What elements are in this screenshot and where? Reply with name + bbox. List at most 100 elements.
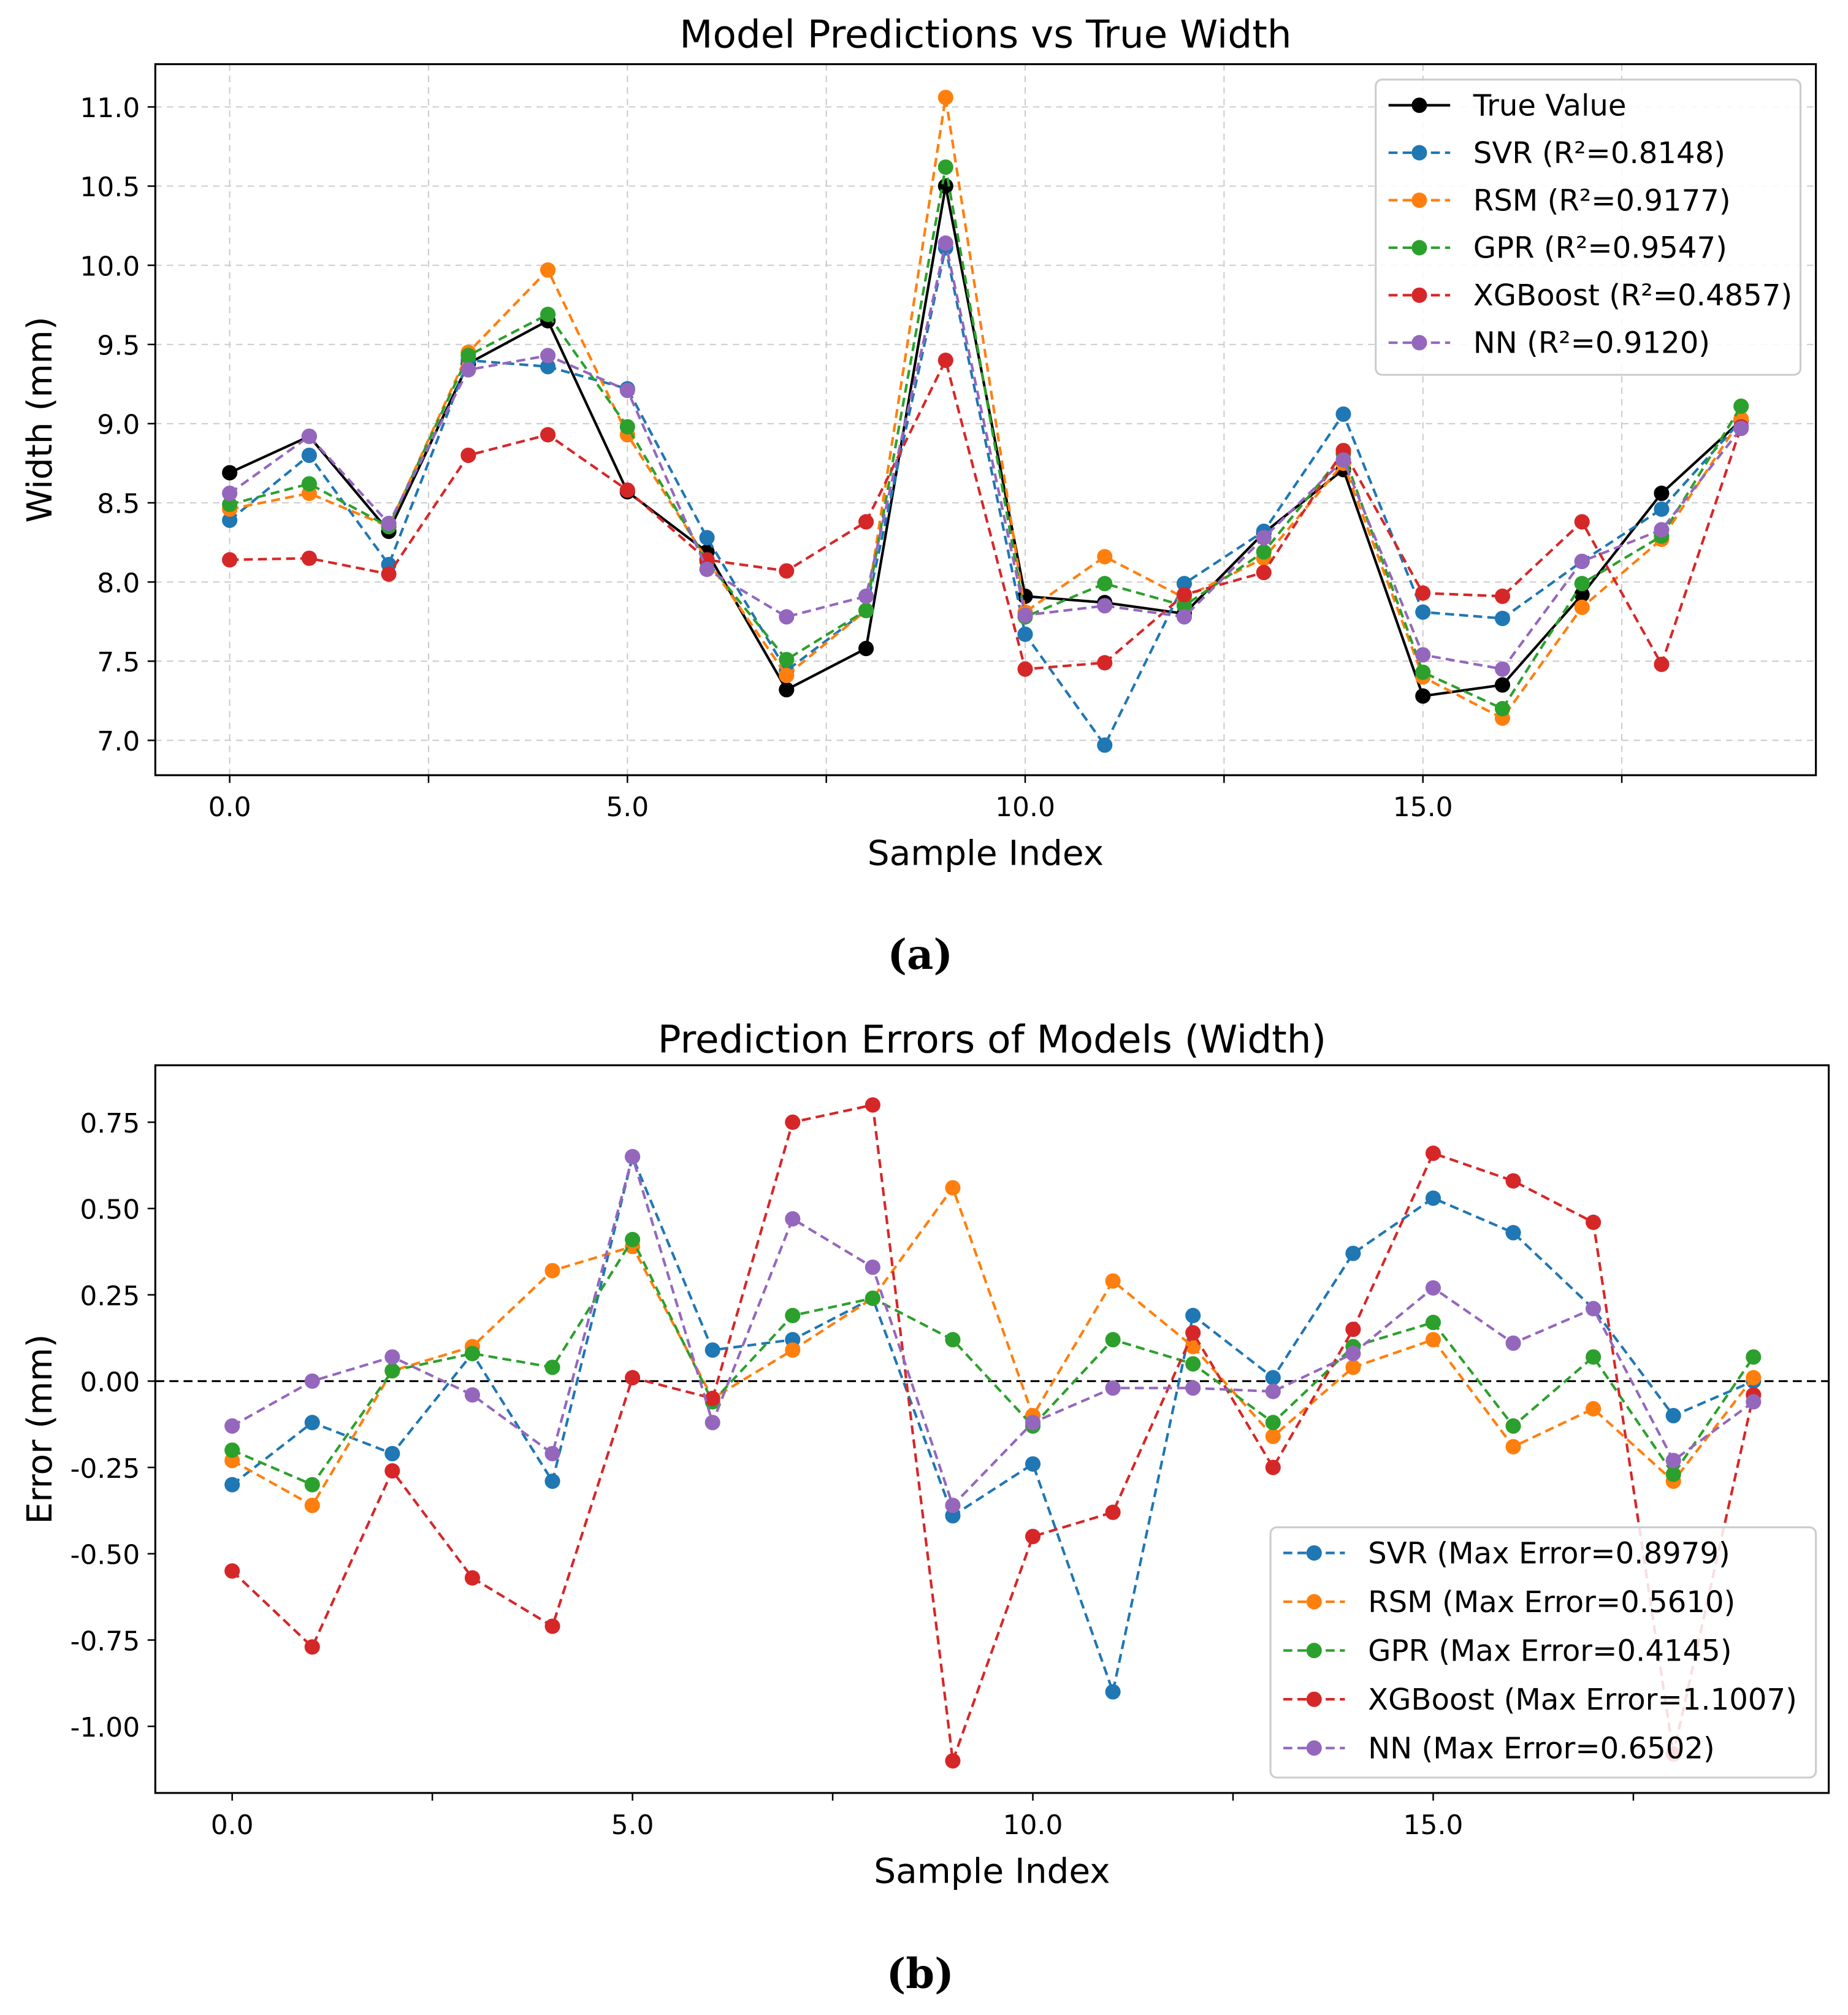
data-point [1665, 1453, 1681, 1469]
x-tick-label: 10.0 [995, 792, 1055, 823]
data-point [540, 359, 556, 375]
data-point [1415, 604, 1431, 620]
data-point [540, 427, 556, 443]
data-point [1586, 1349, 1602, 1365]
chart-title: Prediction Errors of Models (Width) [658, 1017, 1326, 1061]
data-point [937, 159, 953, 175]
data-point [1574, 576, 1590, 592]
data-point [1574, 553, 1590, 570]
legend-marker [1411, 145, 1427, 161]
y-tick-label: 0.25 [80, 1280, 140, 1312]
legend: True Value SVR (R²=0.8148) RSM (R²=0.9177)… [1375, 78, 1802, 376]
series-line [229, 167, 1743, 711]
data-point [224, 1442, 240, 1458]
y-tick-label: -0.50 [70, 1540, 140, 1571]
data-point [785, 1114, 801, 1130]
x-tick-label: 10.0 [1003, 1810, 1063, 1841]
data-point [1505, 1335, 1521, 1351]
data-point [1256, 565, 1272, 581]
data-point [1494, 588, 1511, 604]
legend-marker [1306, 1643, 1322, 1659]
data-point [1335, 452, 1351, 468]
caption-b: (b) [887, 1949, 954, 1998]
data-point [1415, 688, 1431, 704]
data-point [224, 1563, 240, 1579]
caption-a: (a) [887, 930, 953, 979]
data-point [1256, 544, 1272, 560]
data-point [540, 348, 556, 364]
y-tick-label: 7.0 [97, 726, 140, 757]
data-point [1654, 485, 1670, 502]
data-point [1185, 1380, 1201, 1396]
series-line [231, 1185, 1755, 1507]
data-point [1345, 1345, 1361, 1361]
data-point [945, 1753, 961, 1769]
legend-label: XGBoost (R²=0.4857) [1473, 278, 1792, 313]
data-point [945, 1180, 961, 1196]
data-point [384, 1463, 400, 1479]
data-point [1185, 1356, 1201, 1372]
data-point [779, 609, 795, 625]
data-point [301, 476, 317, 492]
data-point [1097, 598, 1113, 614]
data-point [1425, 1145, 1441, 1161]
data-point [1654, 522, 1670, 538]
data-point [785, 1342, 801, 1358]
y-axis-label: Error (mm) [20, 1334, 60, 1524]
data-point [224, 1418, 240, 1434]
data-point [1746, 1349, 1762, 1365]
y-tick-label: 0.50 [80, 1195, 140, 1226]
data-point [1265, 1428, 1281, 1444]
data-point [304, 1639, 320, 1655]
data-point [1185, 1325, 1201, 1341]
data-point [1017, 607, 1033, 623]
data-point [1097, 737, 1113, 753]
y-tick-label: -0.25 [70, 1453, 140, 1485]
data-point [1654, 501, 1670, 517]
data-point [304, 1477, 320, 1493]
data-point [625, 1370, 641, 1386]
data-point [1665, 1408, 1681, 1424]
data-point [384, 1363, 400, 1378]
data-point [1494, 677, 1511, 693]
y-tick-label: -1.00 [70, 1712, 140, 1743]
data-point [937, 90, 953, 105]
data-point [619, 383, 635, 399]
data-point [544, 1618, 560, 1634]
data-point [1494, 610, 1511, 627]
legend-label: NN (R²=0.9120) [1473, 326, 1710, 361]
data-point [1345, 1245, 1361, 1261]
y-tick-label: 10.5 [80, 172, 140, 203]
data-point [945, 1497, 961, 1513]
data-point [785, 1211, 801, 1227]
data-point [301, 428, 317, 445]
data-point [222, 497, 238, 513]
data-point [1265, 1415, 1281, 1431]
data-point [704, 1342, 720, 1358]
legend-label: XGBoost (Max Error=1.1007) [1368, 1683, 1797, 1717]
data-point [704, 1415, 720, 1431]
data-point [1176, 587, 1193, 603]
x-tick-label: 15.0 [1393, 792, 1453, 823]
data-point [1176, 598, 1193, 614]
data-point [1574, 587, 1590, 603]
x-tick-label: 5.0 [606, 792, 649, 823]
data-point [540, 262, 556, 278]
data-point [865, 1097, 880, 1113]
x-tick-label: 0.0 [208, 792, 251, 823]
legend-label: True Value [1473, 88, 1627, 123]
data-point [779, 682, 795, 698]
data-point [304, 1415, 320, 1431]
chart-a-width-predictions: 0.0 5.0 10.0 15.0 7.0 7.5 8.0 8.5 9.0 9.5 10.0 10.5… [20, 12, 1817, 874]
data-point [779, 652, 795, 668]
data-point [625, 1231, 641, 1248]
data-point [1586, 1301, 1602, 1317]
data-point [699, 561, 715, 578]
x-tick-label: 15.0 [1403, 1810, 1464, 1841]
y-tick-label: 7.5 [97, 647, 140, 678]
data-point [540, 307, 556, 323]
series-xgboost [224, 1097, 1762, 1769]
data-point [1746, 1394, 1762, 1410]
data-point [1733, 421, 1749, 437]
legend-marker [1411, 98, 1427, 113]
